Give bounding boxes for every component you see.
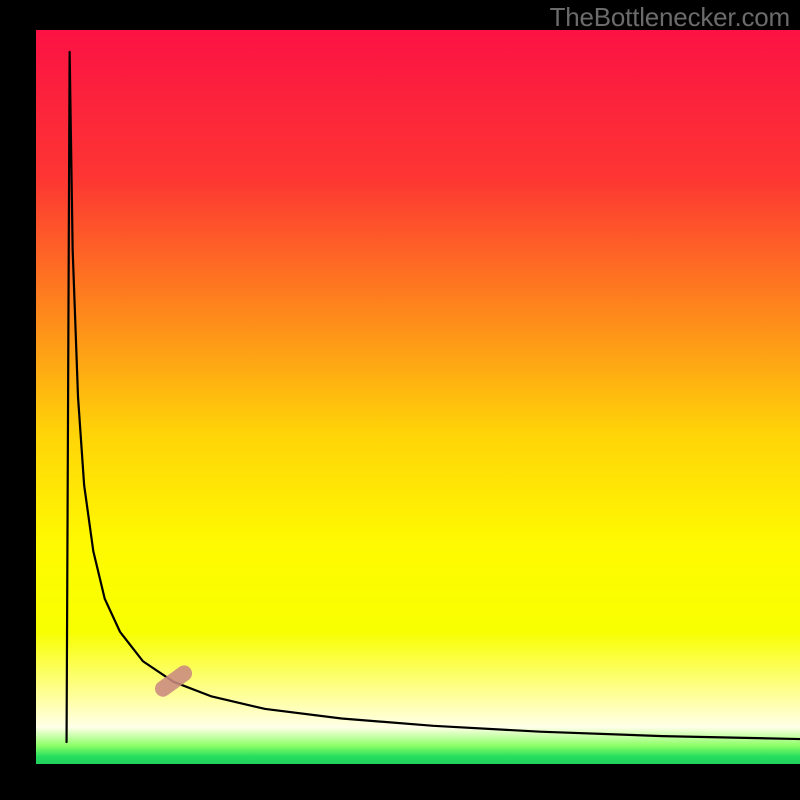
watermark-text: TheBottlenecker.com <box>550 2 790 33</box>
bottleneck-curve <box>36 30 800 764</box>
bottleneck-chart-container: TheBottlenecker.com <box>0 0 800 800</box>
operating-point-marker <box>152 662 195 700</box>
